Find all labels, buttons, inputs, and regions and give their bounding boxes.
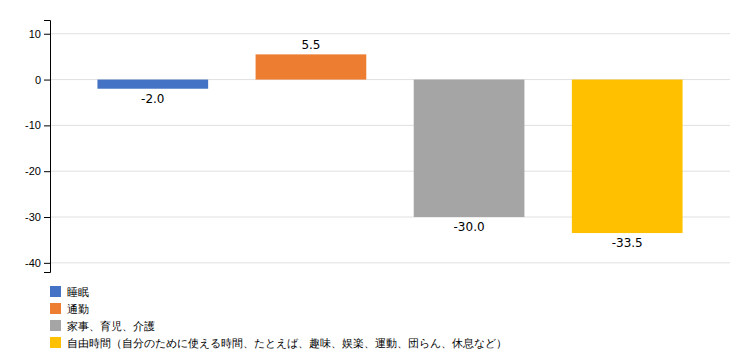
legend-swatch (50, 286, 61, 297)
y-tick: 10 (29, 28, 50, 40)
legend-item: 自由時間（自分のために使える時間、たとえば、趣味、娱楽、運動、団らん、休息など） (50, 337, 507, 350)
y-tick: -10 (25, 119, 50, 131)
y-tick-label: 10 (29, 28, 41, 40)
chart: -40 -30 -20 -10 0 10 -2.0 5.5 -30.0 -33.5 睡眠通勤家事、育… (0, 0, 750, 360)
y-tick-mark (44, 125, 50, 126)
y-axis: -40 -30 -20 -10 0 10 (25, 21, 50, 273)
grid (50, 34, 730, 263)
y-tick-label: -30 (25, 211, 41, 223)
plot-area: -40 -30 -20 -10 0 10 -2.0 5.5 -30.0 -33.5 (25, 21, 730, 273)
legend-label: 睡眠 (67, 286, 89, 299)
y-tick-mark (44, 171, 50, 172)
legend-swatch (50, 303, 61, 314)
bar (572, 80, 683, 233)
legend-label: 家事、育児、介護 (67, 320, 155, 333)
y-tick-mark (44, 34, 50, 35)
y-tick-label: -10 (25, 119, 41, 131)
y-tick: -40 (25, 257, 50, 269)
y-tick-label: -20 (25, 165, 41, 177)
y-tick-label: 0 (35, 74, 41, 86)
legend-item: 家事、育児、介護 (50, 320, 155, 333)
y-tick-mark (44, 80, 50, 81)
bar (414, 80, 525, 217)
data-labels: -2.0 5.5 -30.0 -33.5 (141, 38, 643, 250)
y-tick: 0 (35, 74, 50, 86)
data-label: -33.5 (612, 236, 643, 250)
legend-swatch (50, 337, 61, 348)
legend: 睡眠通勤家事、育児、介護自由時間（自分のために使える時間、たとえば、趣味、娱楽、… (50, 286, 507, 350)
bar (256, 54, 367, 79)
legend-item: 通勤 (50, 303, 89, 316)
y-axis-line (44, 21, 51, 273)
y-tick-mark (44, 217, 50, 218)
data-label: -30.0 (454, 220, 485, 234)
legend-label: 通勤 (67, 303, 89, 316)
grid-line (50, 33, 730, 34)
bar (97, 80, 208, 89)
legend-label: 自由時間（自分のために使える時間、たとえば、趣味、娱楽、運動、団らん、休息など） (67, 337, 507, 350)
legend-item: 睡眠 (50, 286, 89, 299)
data-label: 5.5 (301, 38, 320, 52)
y-tick: -20 (25, 165, 50, 177)
y-tick-mark (44, 263, 50, 264)
grid-line (50, 262, 730, 263)
y-tick: -30 (25, 211, 50, 223)
bars (97, 54, 682, 233)
data-label: -2.0 (141, 92, 164, 106)
legend-swatch (50, 320, 61, 331)
y-tick-label: -40 (25, 257, 41, 269)
